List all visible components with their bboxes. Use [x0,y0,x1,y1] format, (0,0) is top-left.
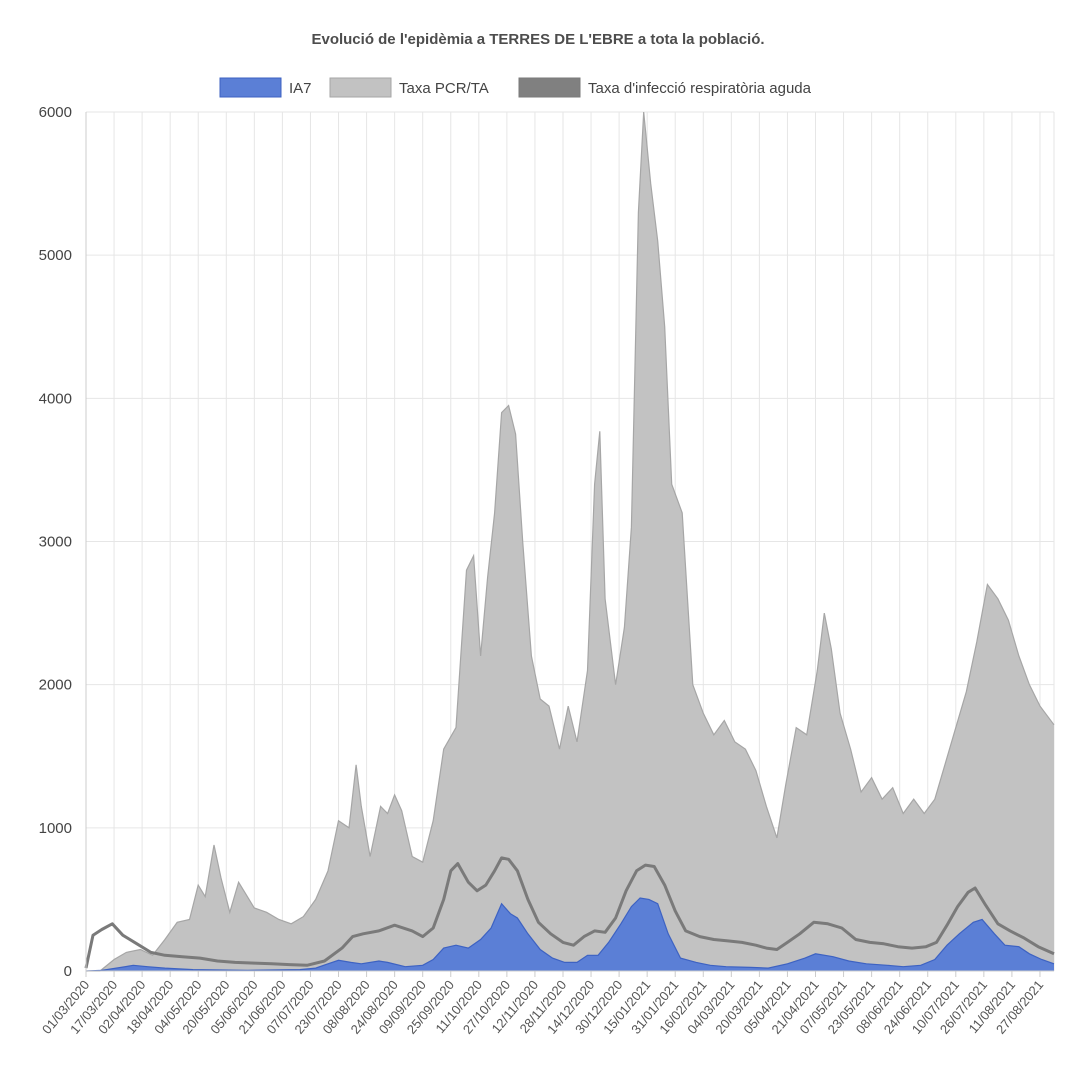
legend-swatch [219,77,282,98]
y-tick-label: 4000 [39,390,72,407]
y-tick-label: 3000 [39,534,72,551]
y-tick-label: 2000 [39,677,72,694]
legend-swatch [518,77,581,98]
series-line-1 [86,111,1055,972]
legend-swatch [329,77,392,98]
legend-item[interactable]: IA7 [219,77,312,98]
y-tick-label: 6000 [39,104,72,121]
series-line-0 [85,897,1055,972]
series-area-1 [86,112,1054,971]
y-tick-label: 0 [64,963,72,980]
series-area-0 [86,898,1054,971]
chart-title: Evolució de l'epidèmia a TERRES DE L'EBR… [311,31,764,48]
legend: IA7 Taxa PCR/TA Taxa d'infecció respiratòr… [219,77,812,98]
y-tick-label: 5000 [39,247,72,264]
series-line-2 [84,856,1055,969]
legend-label: Taxa PCR/TA [399,80,489,97]
y-tick-label: 1000 [39,820,72,837]
legend-item[interactable]: Taxa d'infecció respiratòria aguda [518,77,812,98]
legend-item[interactable]: Taxa PCR/TA [329,77,489,98]
series-layer [84,111,1055,972]
legend-label: IA7 [289,80,312,97]
legend-label: Taxa d'infecció respiratòria aguda [588,80,812,97]
